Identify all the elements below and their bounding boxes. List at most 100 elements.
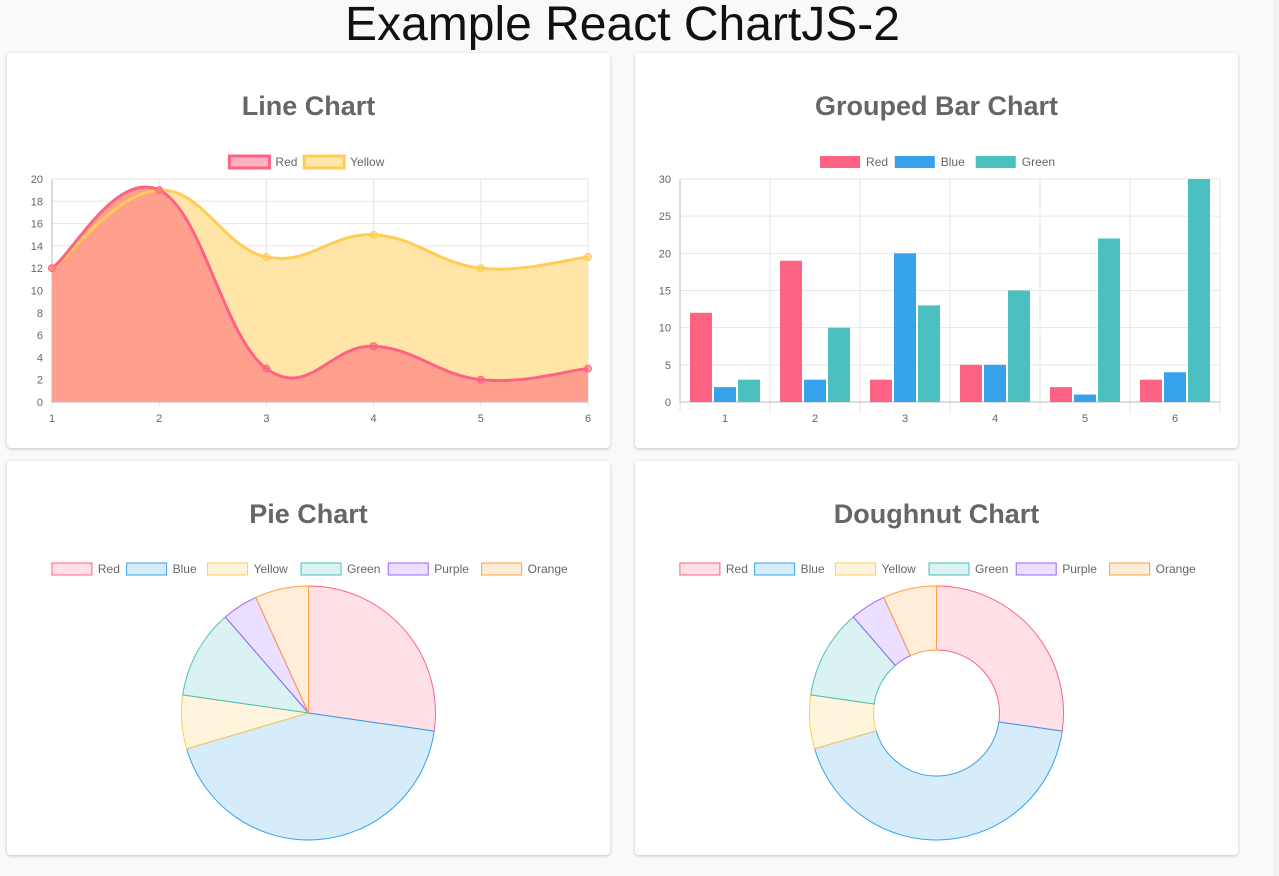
pie-chart-card: Pie Chart Red Blue Yellow Green Purple Orange	[7, 461, 610, 855]
legend-swatch-red	[820, 156, 861, 168]
legend-label-green: Green	[1022, 155, 1055, 169]
bar-green	[1098, 238, 1120, 402]
legend-swatch-purple	[1015, 562, 1057, 576]
data-point-yellow	[476, 264, 485, 273]
bar-blue	[804, 379, 826, 402]
bar-blue	[714, 387, 736, 402]
x-tick-label: 4	[992, 413, 998, 425]
legend-swatch-red	[679, 562, 721, 576]
line-chart-title: Line Chart	[241, 91, 376, 121]
y-tick-label: 5	[665, 360, 671, 372]
slice-orange	[255, 585, 309, 714]
legend-label-yellow: Yellow	[882, 562, 917, 576]
x-tick-label: 5	[1082, 413, 1088, 425]
doughnut-chart-title: Doughnut Chart	[833, 499, 1040, 529]
slice-blue	[814, 721, 1063, 841]
data-point-red	[476, 375, 485, 384]
x-tick-label: 6	[585, 413, 591, 425]
x-tick-label: 3	[263, 413, 269, 425]
legend-swatch-blue	[894, 156, 935, 168]
y-tick-label: 20	[659, 248, 671, 260]
line-chart-card: Line Chart 0 2 4 6 8 10 12 14 16 18 20 1 2 3 4 5 6 Red Yel…	[7, 53, 610, 448]
bar-green	[918, 305, 940, 402]
y-tick-label: 4	[37, 352, 43, 364]
data-point-red	[155, 186, 164, 195]
y-tick-label: 25	[659, 211, 671, 223]
bar-chart-title: Grouped Bar Chart	[814, 91, 1059, 121]
x-tick-label: 1	[722, 413, 728, 425]
bar-green	[738, 379, 760, 402]
x-tick-label: 4	[371, 413, 377, 425]
bar-red	[780, 260, 802, 402]
bar-green	[1188, 179, 1210, 402]
data-point-red	[369, 342, 378, 351]
data-point-red	[584, 364, 592, 373]
legend-swatch-blue	[754, 562, 796, 576]
x-tick-label: 2	[156, 413, 162, 425]
pie-chart-title: Pie Chart	[249, 499, 368, 529]
x-tick-label: 5	[478, 413, 484, 425]
data-point-red	[262, 364, 271, 373]
legend-label-blue: Blue	[173, 562, 197, 576]
legend-swatch-green	[928, 562, 970, 576]
bar-red	[690, 312, 712, 402]
legend-label-blue: Blue	[801, 562, 825, 576]
bar-blue	[1164, 372, 1186, 402]
legend-swatch-red	[227, 154, 271, 170]
legend-label-red: Red	[726, 562, 748, 576]
y-tick-label: 0	[665, 397, 671, 409]
doughnut-chart: Red Blue Yellow Green Purple Orange	[679, 562, 1196, 841]
bar-blue	[984, 364, 1006, 402]
slice-green	[182, 616, 310, 714]
y-tick-label: 14	[31, 241, 43, 253]
legend-label-purple: Purple	[434, 562, 469, 576]
scrollbar[interactable]	[1273, 0, 1279, 876]
bar-red	[1140, 379, 1162, 402]
slice-red	[308, 585, 436, 732]
legend-label-red: Red	[866, 155, 888, 169]
data-point-yellow	[262, 253, 271, 262]
slice-orange	[883, 585, 937, 657]
series-area-red	[52, 187, 588, 402]
y-tick-label: 18	[31, 196, 43, 208]
legend-swatch-purple	[387, 562, 429, 576]
legend-swatch-blue	[126, 562, 168, 576]
series-line-yellow	[51, 188, 589, 271]
y-tick-label: 8	[37, 308, 43, 320]
legend-label-blue: Blue	[941, 155, 965, 169]
legend-swatch-green	[975, 156, 1016, 168]
y-tick-label: 6	[37, 330, 43, 342]
legend-swatch-red	[51, 562, 93, 576]
pie-chart: Red Blue Yellow Green Purple Orange	[51, 562, 568, 841]
x-tick-label: 6	[1172, 413, 1178, 425]
data-point-red	[48, 264, 56, 273]
legend-swatch-yellow	[207, 562, 249, 576]
legend-label-orange: Orange	[528, 562, 568, 576]
y-tick-label: 30	[659, 174, 671, 186]
page-title: Example React ChartJS-2	[345, 0, 900, 51]
data-point-yellow	[584, 253, 592, 262]
slice-blue	[186, 712, 435, 841]
bar-chart: 0 5 10 15 20 25 30 1 2 3 4 5 6 Red Blue Green	[659, 155, 1221, 425]
bar-red	[960, 364, 982, 402]
legend-label-red: Red	[98, 562, 120, 576]
legend-label-yellow: Yellow	[254, 562, 289, 576]
legend-swatch-yellow	[835, 562, 877, 576]
legend-label-green: Green	[975, 562, 1008, 576]
bar-chart-card: Grouped Bar Chart 0 5 10 15 20 25 30 1 2 3 4 5 6 Red B…	[635, 53, 1238, 448]
bar-green	[828, 327, 850, 402]
legend-label-red: Red	[275, 155, 297, 169]
y-tick-label: 10	[659, 323, 671, 335]
legend-label-yellow: Yellow	[350, 155, 385, 169]
legend-swatch-green	[300, 562, 342, 576]
legend-swatch-orange	[1109, 562, 1151, 576]
y-tick-label: 0	[37, 397, 43, 409]
bar-blue	[894, 253, 916, 402]
y-tick-label: 20	[31, 174, 43, 186]
slice-red	[936, 585, 1064, 732]
x-tick-label: 1	[49, 413, 55, 425]
data-point-yellow	[369, 230, 378, 239]
x-tick-label: 3	[902, 413, 908, 425]
legend-swatch-orange	[481, 562, 523, 576]
